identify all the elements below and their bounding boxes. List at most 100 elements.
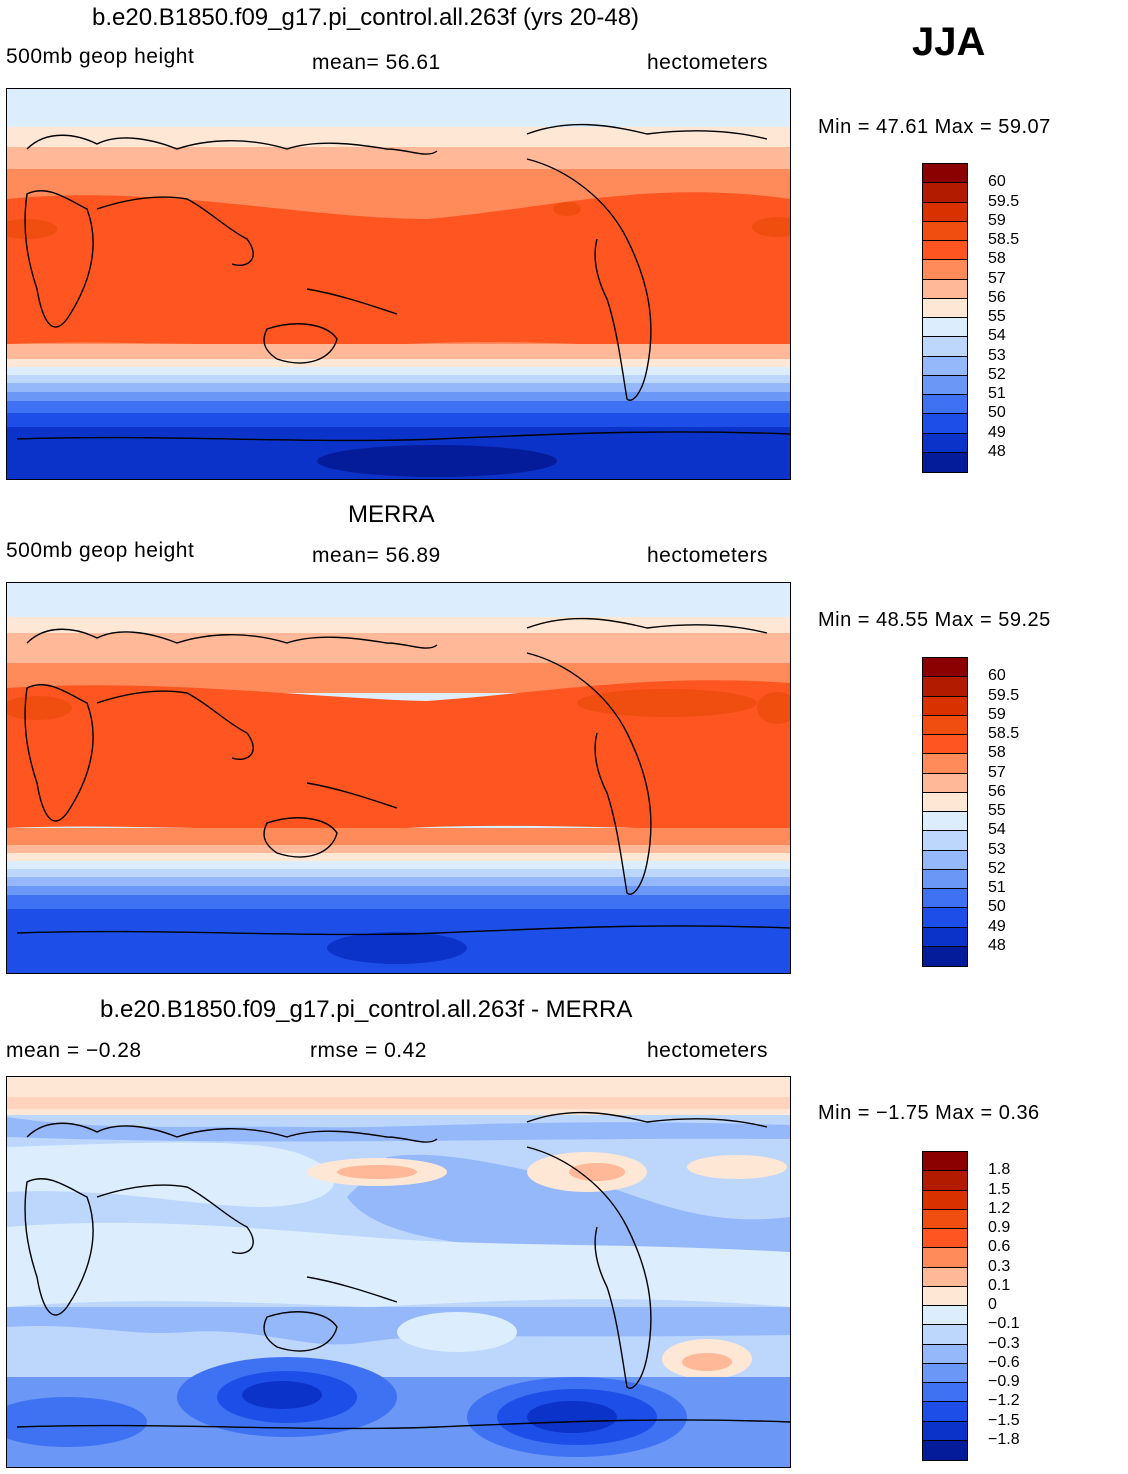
- panel-2-colorbar-tick-label: 59.5: [988, 686, 1020, 704]
- panel-3-colorbar-cell: [923, 1440, 967, 1460]
- panel-1-colorbar-cell: [923, 414, 967, 434]
- panel-3-colorbar-cell: [923, 1402, 967, 1422]
- panel-3-colorbar-cell: [923, 1383, 967, 1403]
- panel-3-colorbar-tick-label: 0.9: [988, 1219, 1011, 1236]
- panel-1-colorbar-tick-label: 51: [988, 385, 1006, 402]
- panel-3-colorbar-cell: [923, 1209, 967, 1229]
- panel-2-colorbar-cell: [923, 658, 967, 678]
- panel-1-variable-label: 500mb geop height: [6, 45, 195, 68]
- panel-1-colorbar-tick-label: 52: [988, 365, 1006, 383]
- panel-2-mean-label: mean= 56.89: [312, 544, 441, 567]
- panel-1-field: [7, 89, 790, 479]
- panel-3-colorbar-cell: [923, 1190, 967, 1210]
- panel-3-colorbar-tick-label: −0.3: [988, 1334, 1020, 1352]
- panel-2-colorbar-cell: [923, 946, 967, 966]
- panel-2-colorbar-cell: [923, 831, 967, 851]
- panel-2-units-label: hectometers: [647, 544, 769, 567]
- panel-3-colorbar-tick-label: −1.2: [988, 1392, 1020, 1410]
- panel-2-colorbar-tick-label: 50: [988, 898, 1006, 916]
- panel-3-colorbar-cell: [923, 1363, 967, 1383]
- panel-1-colorbar-tick-label: 55: [988, 308, 1006, 325]
- panel-2-colorbar-cell: [923, 715, 967, 735]
- panel-1-colorbar-tick-label: 54: [988, 327, 1006, 345]
- panel-1-colorbar-cell: [923, 164, 967, 184]
- panel-2-colorbar-tick-label: 55: [988, 802, 1006, 819]
- panel-1-colorbar-tick-label: 53: [988, 346, 1006, 364]
- panel-2-colorbar: 60 59.5 59 58.5 58 57 56 55 54 53 52 51 50 49 48: [922, 657, 1019, 967]
- panel-3-colorbar-cell: [923, 1171, 967, 1191]
- panel-1-minmax: Min = 47.61 Max = 59.07: [818, 116, 1051, 138]
- panel-2-colorbar-box: [922, 657, 968, 967]
- panel-2-colorbar-cell: [923, 754, 967, 774]
- panel-2-colorbar-tick-label: 51: [988, 879, 1006, 896]
- panel-2-colorbar-tick-label: 60: [988, 667, 1006, 685]
- panel-2-colorbar-cell: [923, 927, 967, 947]
- panel-2-colorbar-cell: [923, 812, 967, 832]
- panel-3-colorbar-tick-label: 1.5: [988, 1180, 1011, 1198]
- panel-3-colorbar-tick-label: 1.8: [988, 1161, 1011, 1179]
- panel-1-colorbar-box: [922, 163, 968, 473]
- panel-3-colorbar-tick-label: 0: [988, 1296, 997, 1313]
- panel-1-colorbar: 60 59.5 59 58.5 58 57 56 55 54 53 52 51 50 49 48: [922, 163, 1019, 473]
- panel-2-field: [7, 583, 790, 973]
- panel-1-colorbar-tick-label: 50: [988, 404, 1006, 422]
- panel-1-colorbar-cell: [923, 452, 967, 472]
- panel-1-colorbar-tick-label: 59.5: [988, 192, 1020, 210]
- panel-3-minmax: Min = −1.75 Max = 0.36: [818, 1102, 1040, 1124]
- panel-1-colorbar-cell: [923, 260, 967, 280]
- panel-3-colorbar-tick-label: 0.3: [988, 1257, 1011, 1275]
- panel-2-colorbar-cell: [923, 773, 967, 793]
- panel-3-colorbar-tick-label: 0.1: [988, 1276, 1011, 1294]
- panel-2-variable-label: 500mb geop height: [6, 539, 195, 562]
- panel-1-colorbar-tick-label: 48: [988, 442, 1006, 460]
- panel-1-colorbar-tick-label: 57: [988, 269, 1006, 287]
- panel-3-colorbar-tick-label: −1.8: [988, 1430, 1020, 1448]
- panel-1-coastlines: [16, 123, 790, 442]
- panel-2-colorbar-tick-label: 58.5: [988, 725, 1020, 742]
- panel-2-colorbar-tick-label: 52: [988, 859, 1006, 877]
- panel-1-colorbar-cell: [923, 356, 967, 376]
- panel-1-title: b.e20.B1850.f09_g17.pi_control.all.263f …: [92, 4, 640, 31]
- panel-2-colorbar-cell: [923, 735, 967, 755]
- panel-3-colorbar-cell: [923, 1229, 967, 1249]
- panel-1-colorbar-tick-label: 49: [988, 423, 1006, 441]
- panel-3-colorbar-tick-label: −0.6: [988, 1353, 1020, 1371]
- panel-1-colorbar-cell: [923, 279, 967, 299]
- panel-1-colorbar-cell: [923, 395, 967, 415]
- panel-2-colorbar-tick-label: 58: [988, 744, 1006, 762]
- panel-2-colorbar-cell: [923, 677, 967, 697]
- panel-1-colorbar-cell: [923, 298, 967, 318]
- panel-3-colorbar-cell: [923, 1306, 967, 1326]
- panel-3-colorbar-box: [922, 1151, 968, 1461]
- panel-1-colorbar-tick-label: 58: [988, 250, 1006, 268]
- panel-1-colorbar-tick-label: 56: [988, 288, 1006, 306]
- panel-3-colorbar-cell: [923, 1286, 967, 1306]
- panel-2-colorbar-tick-label: 48: [988, 936, 1006, 954]
- panel-2-map: [6, 582, 791, 974]
- panel-3-colorbar-cell: [923, 1325, 967, 1345]
- panel-1-mean-label: mean= 56.61: [312, 51, 441, 74]
- panel-1-colorbar-cell: [923, 318, 967, 338]
- panel-1-colorbar-cell: [923, 202, 967, 222]
- panel-1-units-label: hectometers: [647, 51, 769, 74]
- panel-2-colorbar-tick-label: 53: [988, 840, 1006, 858]
- panel-2-colorbar-cell: [923, 889, 967, 909]
- panel-3-colorbar-tick-label: 0.6: [988, 1238, 1011, 1256]
- panel-2-colorbar-cell: [923, 850, 967, 870]
- panel-3-mean-label: mean = −0.28: [6, 1039, 142, 1062]
- panel-1-colorbar-cell: [923, 433, 967, 453]
- panel-3-title: b.e20.B1850.f09_g17.pi_control.all.263f …: [100, 996, 633, 1023]
- panel-3-coastlines: [16, 1111, 790, 1430]
- panel-3-map: [6, 1076, 791, 1468]
- panel-1-colorbar-tick-label: 58.5: [988, 231, 1020, 248]
- panel-3-rmse-label: rmse = 0.42: [310, 1039, 427, 1062]
- season-label: JJA: [912, 20, 986, 64]
- panel-1-colorbar-cell: [923, 183, 967, 203]
- panel-3-colorbar: 1.8 1.5 1.2 0.9 0.6 0.3 0.1 0 −0.1 −0.3 −0.6 −0.9 −1…: [922, 1151, 1020, 1461]
- panel-3-colorbar-tick-label: 1.2: [988, 1199, 1011, 1217]
- panel-3-colorbar-tick-label: −0.9: [988, 1373, 1020, 1390]
- panel-1-colorbar-cell: [923, 337, 967, 357]
- panel-2-colorbar-cell: [923, 696, 967, 716]
- panel-3-colorbar-cell: [923, 1248, 967, 1268]
- panel-3-colorbar-cell: [923, 1267, 967, 1287]
